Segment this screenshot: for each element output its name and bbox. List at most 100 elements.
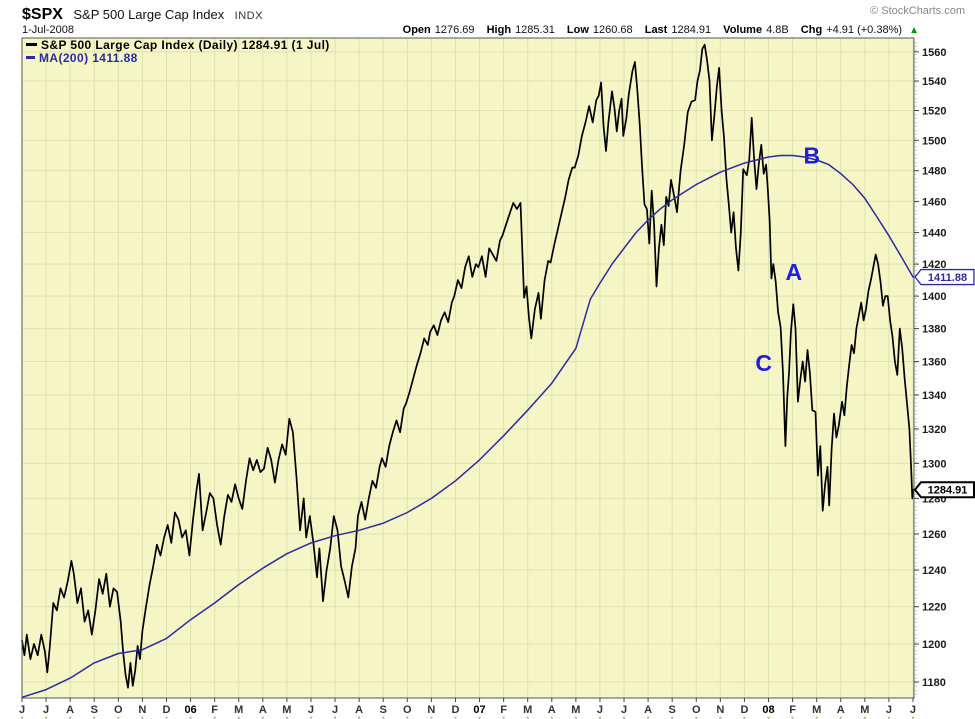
x-axis-label: O (692, 704, 701, 716)
y-axis-label: 1320 (922, 424, 946, 436)
x-axis-label: F (211, 704, 218, 716)
x-axis-label: D (451, 704, 459, 716)
annotation-letter-a: A (785, 259, 802, 285)
y-axis-label: 1260 (922, 529, 946, 541)
x-axis-label: O (403, 704, 412, 716)
x-axis-label: N (716, 704, 724, 716)
last-label: Last (644, 24, 668, 36)
x-axis-label: J (621, 704, 627, 716)
y-axis-label: 1300 (922, 458, 946, 470)
high-value: 1285.31 (515, 24, 555, 36)
ticker-symbol: $SPX (22, 6, 63, 23)
y-axis-label: 1480 (922, 166, 946, 178)
x-axis-label: M (523, 704, 532, 716)
y-axis-label: 1200 (922, 639, 946, 651)
x-axis-label: A (66, 704, 74, 716)
high-label: High (486, 24, 512, 36)
y-axis-label: 1500 (922, 135, 946, 147)
exchange-label: INDX (234, 10, 263, 22)
copyright-label: © StockCharts.com (870, 5, 965, 17)
quote-info-row: 1-Jul-2008 Open 1276.69 High 1285.31 Low 12… (22, 24, 919, 38)
y-axis-label: 1540 (922, 76, 946, 88)
x-axis-label: 07 (473, 704, 485, 716)
x-axis-label: F (500, 704, 507, 716)
x-axis-label: J (332, 704, 338, 716)
open-value: 1276.69 (434, 24, 475, 36)
x-axis-label: D (740, 704, 748, 716)
annotation-letter-b: B (804, 142, 821, 168)
x-axis-label: A (355, 704, 363, 716)
y-axis-label: 1400 (922, 291, 946, 303)
price-callout: 1411.88 (914, 268, 975, 286)
x-axis-label: A (548, 704, 556, 716)
y-axis-label: 1340 (922, 390, 946, 402)
x-axis-label: M (571, 704, 580, 716)
x-axis-label: J (43, 704, 49, 716)
low-value: 1260.68 (592, 24, 633, 36)
annotation-letter-c: C (755, 350, 772, 376)
ma-line (21, 154, 914, 699)
x-axis-label: M (234, 704, 243, 716)
y-axis-label: 1380 (922, 324, 946, 336)
legend-price-label: S&P 500 Large Cap Index (Daily) 1284.91 … (41, 38, 330, 52)
volume-value: 4.8B (766, 24, 789, 36)
gridlines (22, 38, 914, 698)
y-axis-label: 1520 (922, 106, 946, 118)
x-axis-label: A (837, 704, 845, 716)
x-axis-label: N (138, 704, 146, 716)
y-axis: 1560 1540 1520 1500 1480 1460 1440 1420 1400 1380… (914, 47, 946, 689)
open-label: Open (402, 24, 431, 36)
y-axis-label: 1360 (922, 357, 946, 369)
ma-series-swatch (26, 56, 35, 60)
x-axis-label: A (259, 704, 267, 716)
x-axis: J J A S O N D 06 F M A M J J A S O N D 07 F M A M J J A S O N D 08 F M A M J… (19, 698, 916, 719)
x-axis-label: J (597, 704, 603, 716)
low-label: Low (566, 24, 589, 36)
x-axis-label: M (860, 704, 869, 716)
x-axis-label: N (427, 704, 435, 716)
x-axis-label: 06 (184, 704, 196, 716)
chart-legend: S&P 500 Large Cap Index (Daily) 1284.91 … (26, 39, 330, 65)
x-axis-label: J (308, 704, 314, 716)
x-axis-label: O (114, 704, 123, 716)
change-up-icon: ▲ (909, 25, 919, 36)
y-axis-label: 1180 (922, 677, 946, 689)
x-axis-label: F (789, 704, 796, 716)
y-axis-label: 1560 (922, 47, 946, 59)
volume-label: Volume (723, 24, 763, 36)
y-axis-label: 1240 (922, 565, 946, 577)
price-callout-box (914, 268, 975, 286)
x-axis-label: J (19, 704, 25, 716)
chart-title-row: $SPX S&P 500 Large Cap Index INDX (22, 6, 263, 24)
x-axis-label: M (812, 704, 821, 716)
plot-border (21, 37, 915, 699)
y-axis-label: 1440 (922, 228, 946, 240)
last-value: 1284.91 (671, 24, 712, 36)
quote-strip: Open 1276.69 High 1285.31 Low 1260.68 Last 1… (403, 24, 919, 36)
price-line (21, 43, 914, 689)
x-axis-label: S (669, 704, 676, 716)
chg-label: Chg (800, 24, 823, 36)
chart-date: 1-Jul-2008 (22, 24, 74, 36)
x-axis-label: A (644, 704, 652, 716)
x-axis-label: J (910, 704, 916, 716)
index-name: S&P 500 Large Cap Index (73, 7, 225, 22)
price-callout: 1284.91 (913, 481, 975, 499)
legend-row-ma: MA(200) 1411.88 (26, 52, 330, 65)
x-axis-label: M (282, 704, 291, 716)
plot-background (22, 38, 914, 698)
chg-value: +4.91 (+0.38%) (826, 24, 903, 36)
x-axis-label: D (163, 704, 171, 716)
y-axis-label: 1220 (922, 602, 946, 614)
price-callout-value: 1411.88 (928, 272, 967, 284)
x-axis-label: J (886, 704, 892, 716)
x-axis-label: S (380, 704, 387, 716)
price-series-swatch (26, 43, 37, 47)
price-callout-value: 1284.91 (928, 485, 968, 497)
price-callout-box (913, 481, 975, 499)
legend-row-price: S&P 500 Large Cap Index (Daily) 1284.91 … (26, 39, 330, 52)
x-axis-label: S (91, 704, 98, 716)
y-axis-label: 1460 (922, 196, 946, 208)
